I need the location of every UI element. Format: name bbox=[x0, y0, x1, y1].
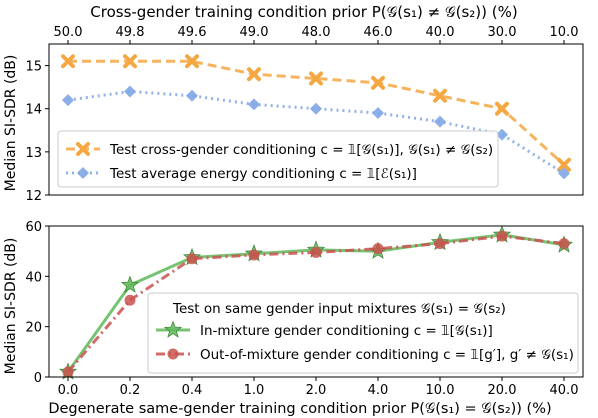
top-x-tick-label: 30.0 bbox=[488, 25, 517, 40]
top-x-tick-label: 50.0 bbox=[54, 25, 83, 40]
top-x-tick-label: 48.0 bbox=[302, 25, 331, 40]
top-series-0-point bbox=[61, 54, 75, 69]
top-y-tick-label: 15 bbox=[25, 60, 42, 75]
top-legend: Test cross-gender conditioning c = 𝟙[𝒢(s… bbox=[57, 130, 499, 188]
top-series-1-point bbox=[496, 128, 508, 141]
bottom-series-1-point bbox=[496, 230, 508, 242]
bottom-series-1-point bbox=[62, 366, 74, 378]
top-series-1-point bbox=[310, 102, 322, 115]
top-plot-frame bbox=[48, 43, 584, 196]
bottom-series-0-point bbox=[120, 275, 140, 293]
bottom-series-1-point bbox=[558, 238, 570, 250]
bottom-y-axis-label: Median SI-SDR (dB) bbox=[3, 238, 19, 375]
top-axis-label: Cross-gender training condition prior P(… bbox=[90, 3, 517, 21]
top-x-tick-label: 49.0 bbox=[240, 25, 269, 40]
bottom-x-tick-label: 10.0 bbox=[426, 383, 455, 398]
top-legend-box bbox=[57, 130, 499, 188]
top-y-tick-label: 13 bbox=[25, 146, 42, 161]
bottom-legend-marker-out-of-mixture bbox=[156, 348, 190, 360]
bottom-plot-frame bbox=[48, 225, 584, 378]
top-series-0-point bbox=[309, 71, 323, 86]
bottom-x-tick-label: 0.4 bbox=[182, 383, 203, 398]
top-x-tick-label: 10.0 bbox=[550, 25, 579, 40]
bottom-x-tick-label: 20.0 bbox=[488, 383, 517, 398]
bottom-legend: Test on same gender input mixtures 𝒢(s₁)… bbox=[147, 292, 579, 374]
top-series-1-point bbox=[62, 94, 74, 107]
top-legend-label-average-energy: Test average energy conditioning c = 𝟙[ℰ… bbox=[109, 166, 417, 182]
bottom-x-tick-label: 4.0 bbox=[368, 383, 389, 398]
bottom-legend-box bbox=[147, 292, 579, 374]
top-series bbox=[61, 54, 571, 180]
bottom-y-tick-label: 20 bbox=[25, 321, 42, 336]
top-x-tick-label: 46.0 bbox=[364, 25, 393, 40]
top-series-0-point bbox=[495, 101, 509, 116]
bottom-series-1-point bbox=[310, 246, 322, 258]
top-legend-marker-average-energy bbox=[66, 167, 100, 179]
bottom-y-ticks: 0 20 40 60 bbox=[25, 220, 49, 386]
bottom-y-tick-label: 40 bbox=[25, 270, 42, 285]
bottom-x-tick-label: 2.0 bbox=[306, 383, 327, 398]
top-series-0-point bbox=[557, 157, 571, 172]
top-series-1-point bbox=[434, 115, 446, 128]
bottom-series-1-point bbox=[372, 243, 384, 255]
bottom-series-1-point bbox=[124, 294, 136, 306]
bottom-panel: Median SI-SDR (dB) 0 20 40 60 0.0 0.2 0.4 1.0 2… bbox=[3, 220, 584, 417]
top-series-0-point bbox=[371, 75, 385, 90]
bottom-x-tick-label: 40.0 bbox=[550, 383, 579, 398]
bottom-legend-marker-glyph-1 bbox=[167, 348, 179, 360]
top-legend-marker-cross-gender bbox=[66, 142, 100, 156]
bottom-series-1-point bbox=[186, 253, 198, 265]
top-y-axis-label: Median SI-SDR (dB) bbox=[3, 55, 19, 192]
bottom-x-tick-label: 0.2 bbox=[120, 383, 141, 398]
top-series-1-point bbox=[372, 107, 384, 120]
bottom-legend-label-out-of-mixture: Out-of-mixture gender conditioning c = 𝟙… bbox=[200, 347, 574, 363]
top-x-ticks: 50.0 49.8 49.6 49.0 48.0 46.0 40.0 30.0 10.0 bbox=[54, 25, 579, 44]
top-legend-marker-glyph-1 bbox=[77, 167, 89, 179]
top-series-0-point bbox=[185, 54, 199, 69]
bottom-x-axis-label: Degenerate same-gender training conditio… bbox=[48, 401, 551, 417]
bottom-y-tick-label: 60 bbox=[25, 220, 42, 235]
top-y-ticks: 12 13 14 15 bbox=[25, 60, 49, 204]
bottom-x-ticks: 0.0 0.2 0.4 1.0 2.0 4.0 10.0 20.0 40.0 bbox=[58, 377, 579, 398]
top-panel: Cross-gender training condition prior P(… bbox=[3, 3, 584, 204]
bottom-legend-marker-in-mixture bbox=[156, 320, 190, 338]
bottom-x-tick-label: 0.0 bbox=[58, 383, 79, 398]
top-x-tick-label: 40.0 bbox=[426, 25, 455, 40]
top-x-tick-label: 49.6 bbox=[178, 25, 207, 40]
top-y-tick-label: 12 bbox=[25, 189, 42, 204]
top-series-0-point bbox=[433, 88, 447, 103]
top-series-1-point bbox=[558, 167, 570, 180]
bottom-series-1-point bbox=[434, 238, 446, 250]
top-series-0-point bbox=[123, 54, 137, 69]
bottom-series-1-point bbox=[248, 249, 260, 261]
top-x-tick-label: 49.8 bbox=[116, 25, 145, 40]
top-series-1-point bbox=[186, 89, 198, 102]
top-series-1-point bbox=[124, 85, 136, 98]
top-legend-marker-glyph-0 bbox=[76, 142, 90, 156]
bottom-y-tick-label: 0 bbox=[34, 371, 42, 386]
bottom-legend-label-in-mixture: In-mixture gender conditioning c = 𝟙[𝒢(s… bbox=[200, 323, 493, 339]
top-series-1-point bbox=[248, 98, 260, 111]
bottom-x-tick-label: 1.0 bbox=[244, 383, 265, 398]
bottom-legend-marker-glyph-0 bbox=[163, 320, 183, 338]
bottom-legend-title: Test on same gender input mixtures 𝒢(s₁)… bbox=[172, 301, 506, 317]
top-legend-label-cross-gender: Test cross-gender conditioning c = 𝟙[𝒢(s… bbox=[109, 142, 493, 158]
top-y-tick-label: 14 bbox=[25, 103, 42, 118]
top-series-0-point bbox=[247, 67, 261, 82]
bottom-series bbox=[58, 225, 574, 380]
